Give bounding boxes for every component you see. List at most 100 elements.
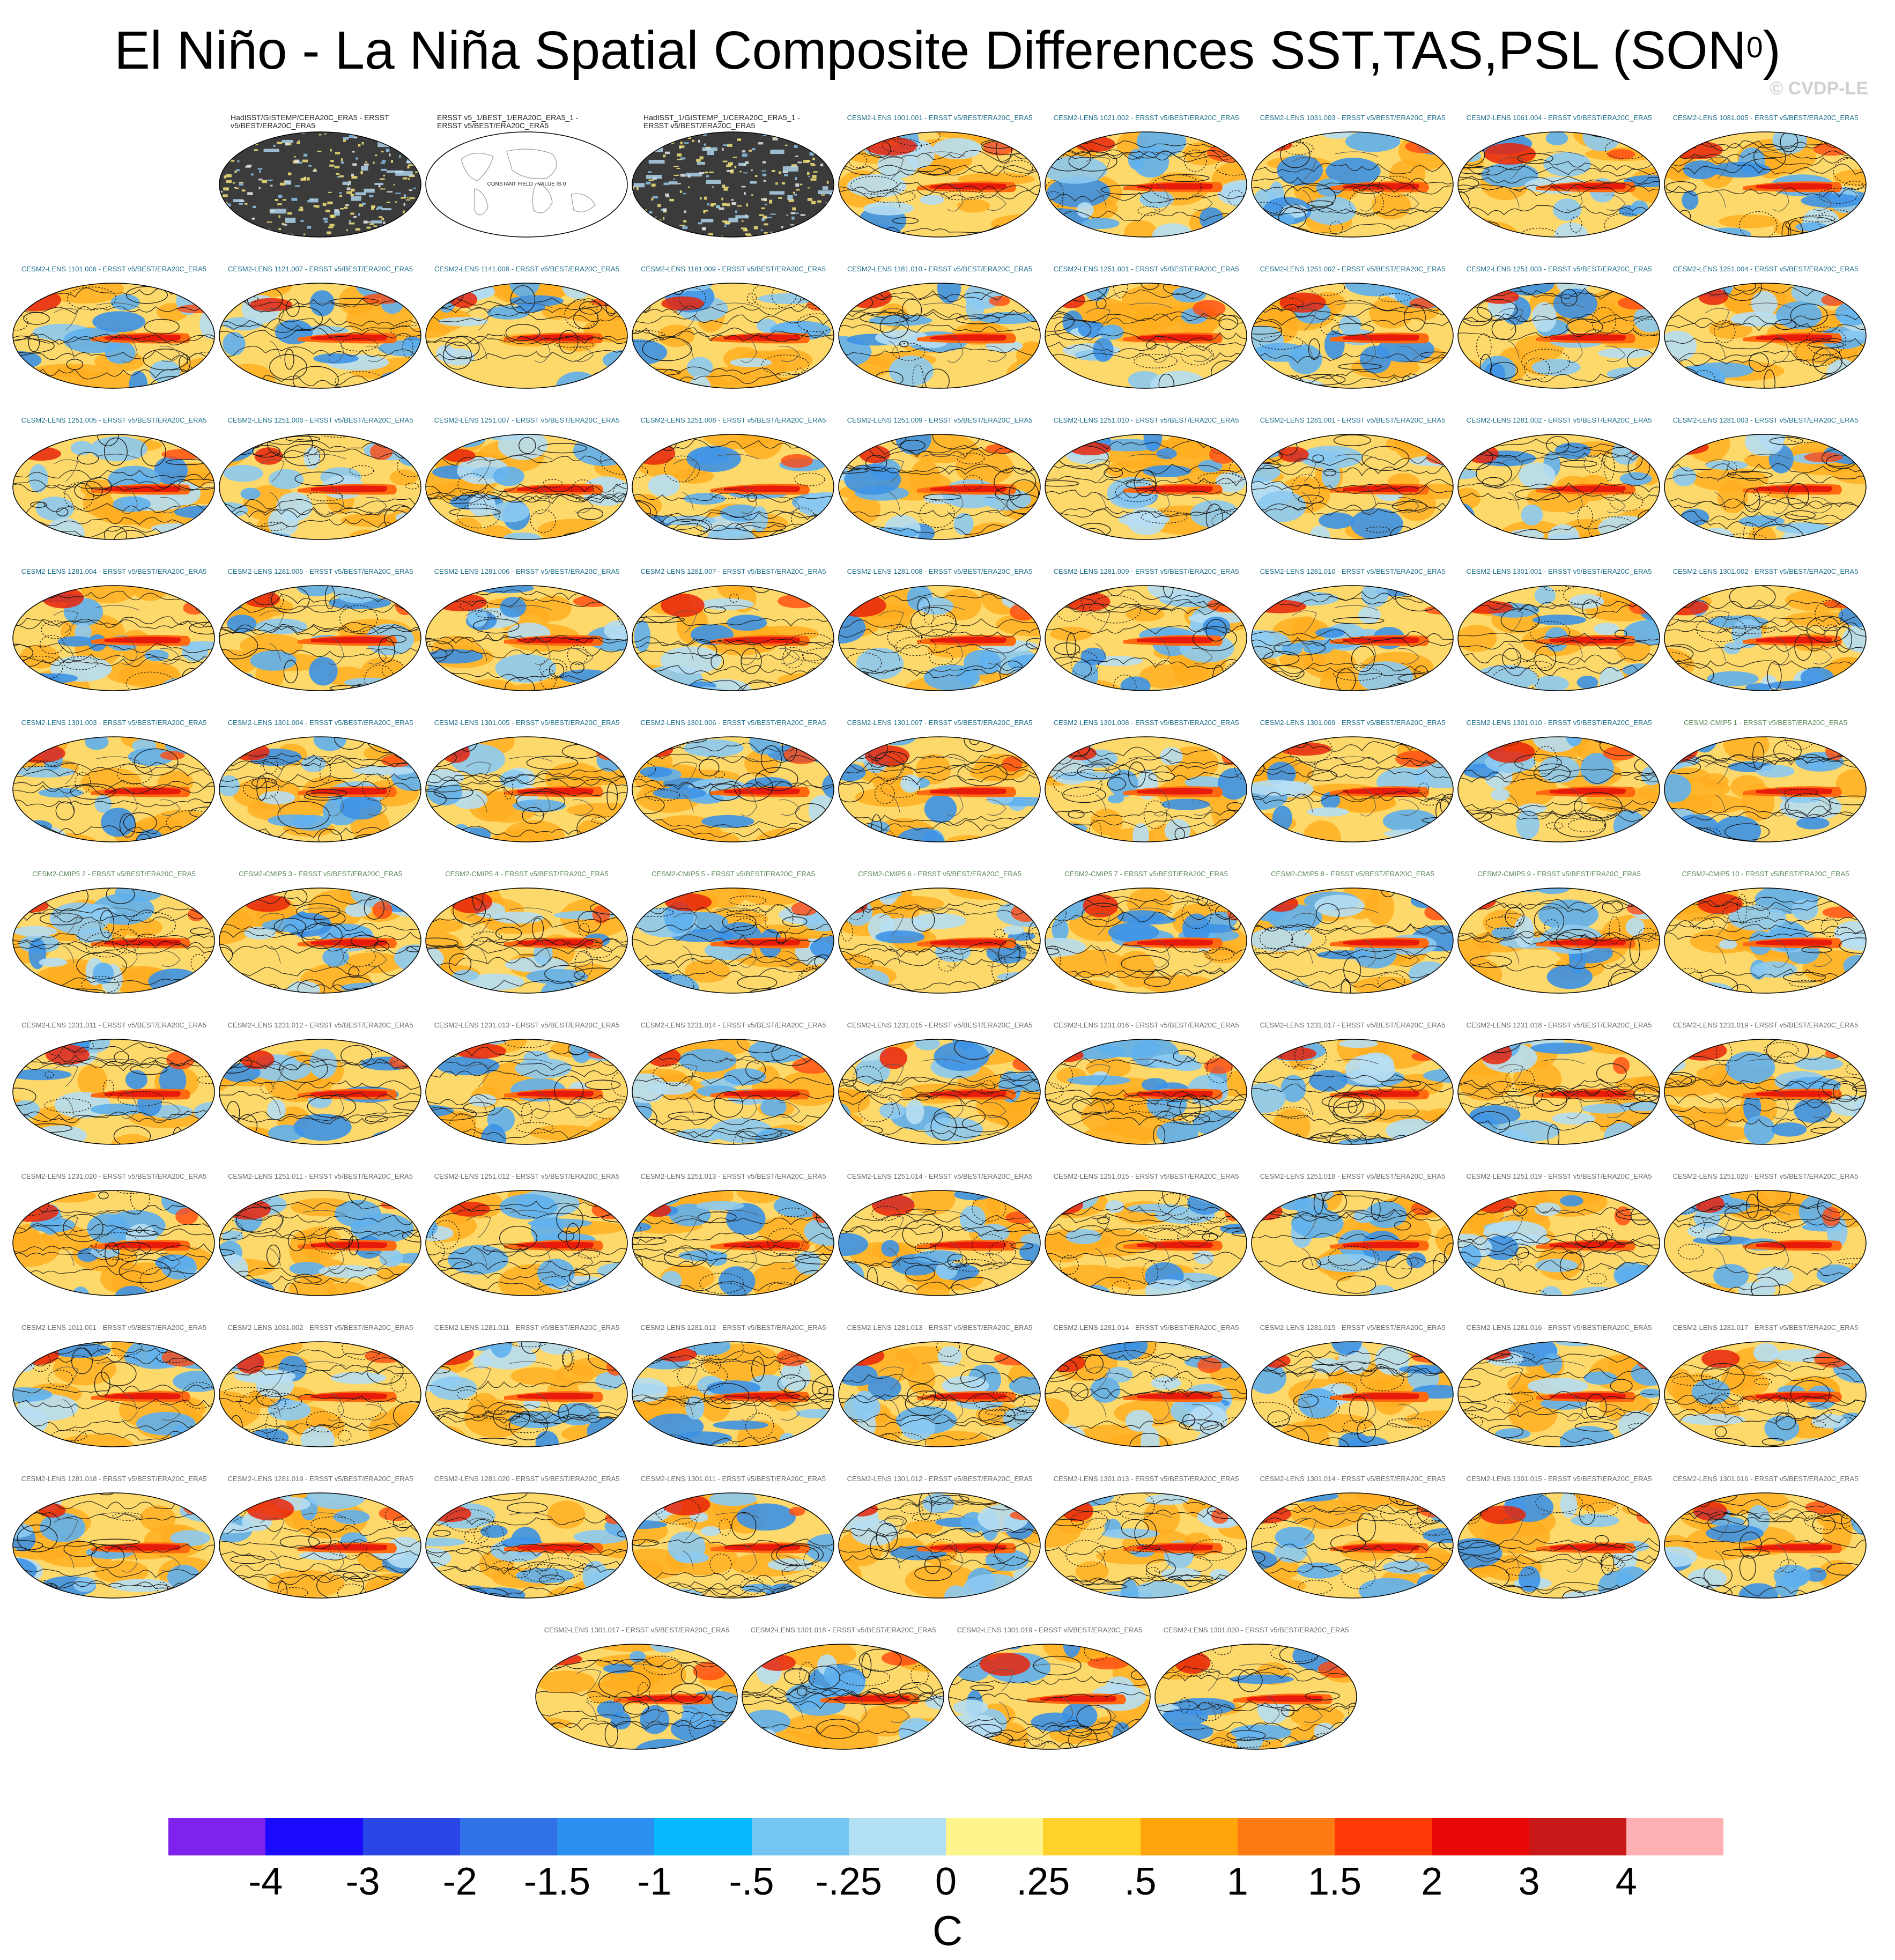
robinson-map	[425, 887, 628, 994]
map-panel: CESM2-LENS 1301.014 - ERSST v5/BEST/ERA2…	[1249, 1475, 1456, 1603]
robinson-map	[1457, 1190, 1660, 1296]
map-panel: CESM2-LENS 1251.005 - ERSST v5/BEST/ERA2…	[11, 416, 217, 545]
panel-title: CESM2-LENS 1301.006 - ERSST v5/BEST/ERA2…	[640, 719, 826, 727]
robinson-map	[1045, 131, 1247, 238]
map-panel: CESM2-LENS 1231.016 - ERSST v5/BEST/ERA2…	[1043, 1021, 1249, 1150]
panel-title: CESM2-LENS 1281.002 - ERSST v5/BEST/ERA2…	[1466, 416, 1652, 424]
robinson-map	[1251, 434, 1454, 540]
map-panel: CESM2-LENS 1031.002 - ERSST v5/BEST/ERA2…	[217, 1323, 424, 1452]
map-panel: CESM2-CMIP5 1 - ERSST v5/BEST/ERA20C_ERA…	[1662, 719, 1869, 847]
panel-title: CESM2-LENS 1081.005 - ERSST v5/BEST/ERA2…	[1672, 114, 1859, 122]
map-panel: CESM2-LENS 1301.008 - ERSST v5/BEST/ERA2…	[1043, 719, 1249, 847]
colorbar-tick-label: 1.5	[1307, 1860, 1362, 1903]
panel-title: CESM2-LENS 1231.018 - ERSST v5/BEST/ERA2…	[1466, 1021, 1652, 1029]
colorbar-tick-label: 4	[1615, 1860, 1637, 1903]
map-panel: CESM2-LENS 1281.012 - ERSST v5/BEST/ERA2…	[630, 1323, 837, 1452]
map-panel: CESM2-LENS 1281.009 - ERSST v5/BEST/ERA2…	[1043, 567, 1249, 696]
map-panel: CESM2-LENS 1251.018 - ERSST v5/BEST/ERA2…	[1249, 1172, 1456, 1301]
panel-title: CESM2-CMIP5 1 - ERSST v5/BEST/ERA20C_ERA…	[1684, 719, 1847, 727]
map-panel: CESM2-LENS 1281.002 - ERSST v5/BEST/ERA2…	[1456, 416, 1662, 545]
panel-title: CESM2-LENS 1251.003 - ERSST v5/BEST/ERA2…	[1466, 265, 1652, 273]
robinson-map	[425, 1341, 628, 1447]
panel-title: CESM2-LENS 1231.019 - ERSST v5/BEST/ERA2…	[1672, 1021, 1859, 1029]
colorbar-tick-label: -.5	[729, 1860, 774, 1903]
robinson-map	[838, 736, 1041, 842]
map-panel: CESM2-LENS 1301.015 - ERSST v5/BEST/ERA2…	[1456, 1475, 1662, 1603]
panel-title: CESM2-LENS 1181.010 - ERSST v5/BEST/ERA2…	[847, 265, 1032, 273]
panel-title: CESM2-LENS 1301.013 - ERSST v5/BEST/ERA2…	[1053, 1475, 1239, 1483]
panel-title: CESM2-LENS 1251.007 - ERSST v5/BEST/ERA2…	[434, 416, 620, 424]
panel-title: CESM2-LENS 1251.008 - ERSST v5/BEST/ERA2…	[640, 416, 826, 424]
colorbar-tick-label: -1.5	[523, 1860, 591, 1903]
panel-title: CESM2-LENS 1301.017 - ERSST v5/BEST/ERA2…	[544, 1626, 730, 1634]
map-panel: CESM2-LENS 1251.010 - ERSST v5/BEST/ERA2…	[1043, 416, 1249, 545]
panel-title: CESM2-LENS 1251.006 - ERSST v5/BEST/ERA2…	[227, 416, 413, 424]
robinson-map	[1251, 736, 1454, 842]
robinson-map	[838, 1190, 1041, 1296]
panel-title: CESM2-LENS 1231.020 - ERSST v5/BEST/ERA2…	[21, 1172, 207, 1180]
map-panel: CESM2-LENS 1021.002 - ERSST v5/BEST/ERA2…	[1043, 114, 1249, 242]
colorbar-swatch	[1237, 1818, 1335, 1855]
robinson-map	[219, 131, 421, 238]
panel-title: CESM2-LENS 1281.011 - ERSST v5/BEST/ERA2…	[434, 1323, 619, 1332]
map-panel: CESM2-LENS 1251.009 - ERSST v5/BEST/ERA2…	[837, 416, 1043, 545]
map-panel: HadISST_1/GISTEMP_1/CERA20C_ERA5_1 - ERS…	[630, 114, 837, 242]
robinson-map	[12, 1492, 215, 1599]
panel-title: CESM2-LENS 1251.011 - ERSST v5/BEST/ERA2…	[228, 1172, 413, 1180]
map-panel: CESM2-LENS 1231.014 - ERSST v5/BEST/ERA2…	[630, 1021, 837, 1150]
robinson-map	[425, 1492, 628, 1599]
robinson-map	[1457, 131, 1660, 238]
robinson-map	[1457, 1341, 1660, 1447]
robinson-map	[12, 283, 215, 389]
colorbar-swatch	[1043, 1818, 1141, 1855]
panel-title: CESM2-LENS 1251.010 - ERSST v5/BEST/ERA2…	[1053, 416, 1239, 424]
map-panel: CESM2-LENS 1161.009 - ERSST v5/BEST/ERA2…	[630, 265, 837, 394]
robinson-map	[1457, 736, 1660, 842]
map-panel: CESM2-LENS 1301.001 - ERSST v5/BEST/ERA2…	[1456, 567, 1662, 696]
map-panel: CESM2-LENS 1251.001 - ERSST v5/BEST/ERA2…	[1043, 265, 1249, 394]
panel-title: CESM2-CMIP5 9 - ERSST v5/BEST/ERA20C_ERA…	[1477, 870, 1641, 878]
robinson-map	[1664, 887, 1867, 994]
colorbar-swatch	[460, 1818, 557, 1855]
robinson-map	[219, 736, 421, 842]
map-panel: ERSST v5_1/BEST_1/ERA20C_ERA5_1 - ERSST …	[424, 114, 630, 242]
robinson-map	[425, 434, 628, 540]
robinson-map	[1457, 434, 1660, 540]
map-panel: CESM2-LENS 1281.001 - ERSST v5/BEST/ERA2…	[1249, 416, 1456, 545]
map-panel: CESM2-CMIP5 9 - ERSST v5/BEST/ERA20C_ERA…	[1456, 870, 1662, 999]
panel-title: CESM2-LENS 1281.008 - ERSST v5/BEST/ERA2…	[847, 567, 1033, 575]
colorbar-tick-label: 3	[1518, 1860, 1540, 1903]
map-panel: CESM2-LENS 1001.001 - ERSST v5/BEST/ERA2…	[837, 114, 1043, 242]
panel-title: CESM2-CMIP5 3 - ERSST v5/BEST/ERA20C_ERA…	[239, 870, 402, 878]
robinson-map	[1457, 887, 1660, 994]
panel-title: CESM2-LENS 1141.008 - ERSST v5/BEST/ERA2…	[434, 265, 619, 273]
panel-title: CESM2-LENS 1231.013 - ERSST v5/BEST/ERA2…	[434, 1021, 620, 1029]
map-panel: CESM2-LENS 1301.012 - ERSST v5/BEST/ERA2…	[837, 1475, 1043, 1603]
map-panel: CESM2-CMIP5 6 - ERSST v5/BEST/ERA20C_ERA…	[837, 870, 1043, 999]
colorbar-units: C	[932, 1907, 963, 1954]
map-panel: CESM2-LENS 1141.008 - ERSST v5/BEST/ERA2…	[424, 265, 630, 394]
constant-field-note: CONSTANT FIELD - VALUE IS 0	[487, 181, 566, 187]
robinson-map	[219, 434, 421, 540]
robinson-map	[632, 736, 834, 842]
map-panel: CESM2-LENS 1251.004 - ERSST v5/BEST/ERA2…	[1662, 265, 1869, 394]
map-panel: CESM2-LENS 1251.002 - ERSST v5/BEST/ERA2…	[1249, 265, 1456, 394]
robinson-map	[838, 283, 1041, 389]
colorbar-swatch	[557, 1818, 655, 1855]
robinson-map	[632, 434, 834, 540]
robinson-map	[1457, 1492, 1660, 1599]
panel-title: CESM2-LENS 1281.005 - ERSST v5/BEST/ERA2…	[227, 567, 413, 575]
robinson-map	[1251, 1341, 1454, 1447]
map-panel: CESM2-LENS 1231.017 - ERSST v5/BEST/ERA2…	[1249, 1021, 1456, 1150]
colorbar-swatch	[1432, 1818, 1529, 1855]
robinson-map	[219, 283, 421, 389]
robinson-map	[1045, 736, 1247, 842]
figure-title: El Niño - La Niña Spatial Composite Diff…	[114, 20, 1781, 80]
colorbar-tick-label: -1	[637, 1860, 672, 1903]
map-panel: CESM2-LENS 1231.019 - ERSST v5/BEST/ERA2…	[1662, 1021, 1869, 1150]
map-panel: CESM2-LENS 1301.016 - ERSST v5/BEST/ERA2…	[1662, 1475, 1869, 1603]
map-panel: CESM2-LENS 1281.007 - ERSST v5/BEST/ERA2…	[630, 567, 837, 696]
panel-title: CESM2-LENS 1301.008 - ERSST v5/BEST/ERA2…	[1053, 719, 1239, 727]
colorbar-tick-label: .5	[1124, 1860, 1157, 1903]
panel-title: CESM2-LENS 1281.020 - ERSST v5/BEST/ERA2…	[434, 1475, 620, 1483]
